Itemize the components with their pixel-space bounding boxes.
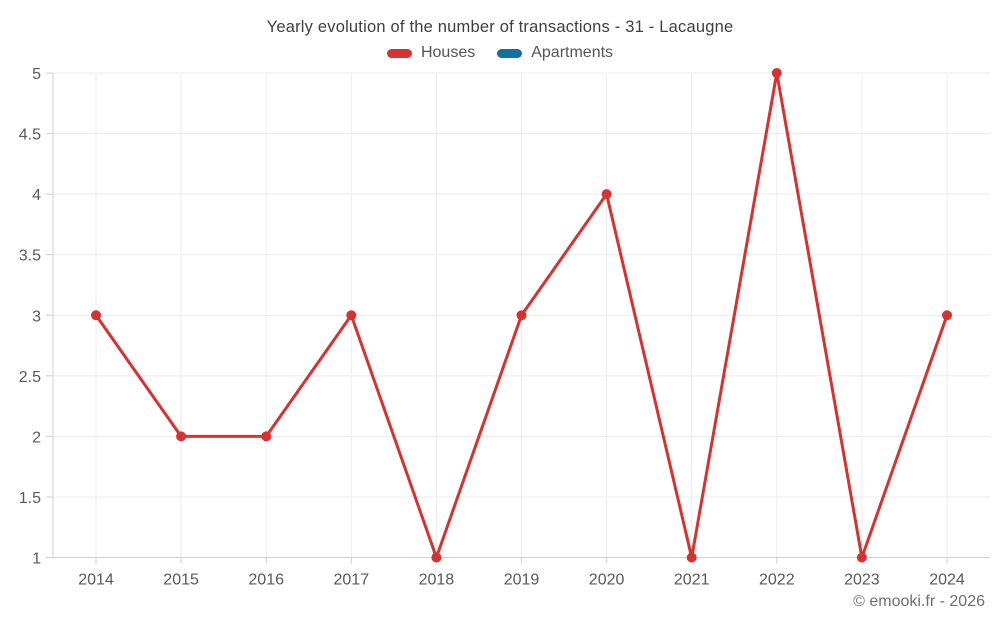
data-point-houses[interactable] [942, 310, 952, 321]
x-tick-label: 2018 [419, 572, 455, 589]
data-point-houses[interactable] [771, 68, 782, 78]
x-tick-label: 2015 [163, 572, 199, 589]
data-point-houses[interactable] [431, 552, 442, 563]
x-tick-label: 2020 [589, 572, 625, 589]
data-point-houses[interactable] [176, 431, 187, 442]
x-tick-label: 2017 [334, 572, 370, 589]
y-tick-label: 4.5 [19, 127, 41, 144]
chart-title: Yearly evolution of the number of transa… [266, 18, 734, 36]
y-tick-label: 3 [32, 308, 41, 325]
legend-item-apartments[interactable]: Apartments [497, 44, 613, 62]
y-tick-label: 2.5 [19, 369, 41, 386]
x-tick-label: 2022 [759, 572, 795, 589]
data-point-houses[interactable] [516, 310, 527, 321]
copyright-text: © emooki.fr - 2026 [853, 593, 985, 610]
data-point-houses[interactable] [261, 431, 272, 442]
legend-item-houses[interactable]: Houses [386, 44, 476, 62]
x-tick-label: 2023 [844, 572, 880, 589]
y-tick-label: 1 [32, 551, 41, 568]
x-tick-label: 2016 [248, 572, 284, 589]
x-tick-label: 2024 [929, 572, 965, 589]
legend-item-label: Apartments [531, 44, 614, 61]
y-tick-label: 2 [32, 429, 41, 446]
y-tick-label: 1.5 [19, 490, 41, 507]
y-tick-label: 3.5 [19, 248, 41, 265]
y-tick-label: 5 [32, 66, 41, 83]
houses-series-swatch [386, 48, 412, 58]
apartments-series-swatch [497, 48, 523, 58]
x-tick-label: 2021 [674, 572, 710, 589]
x-tick-label: 2014 [78, 572, 114, 589]
x-tick-label: 2019 [504, 572, 540, 589]
data-point-houses[interactable] [686, 552, 697, 563]
legend-item-label: Houses [420, 44, 476, 61]
data-point-houses[interactable] [91, 310, 101, 321]
chart-legend: Houses Apartments [0, 44, 1000, 62]
data-point-houses[interactable] [856, 552, 867, 563]
y-tick-label: 4 [32, 187, 41, 204]
data-point-houses[interactable] [601, 189, 612, 200]
data-point-houses[interactable] [346, 310, 357, 321]
